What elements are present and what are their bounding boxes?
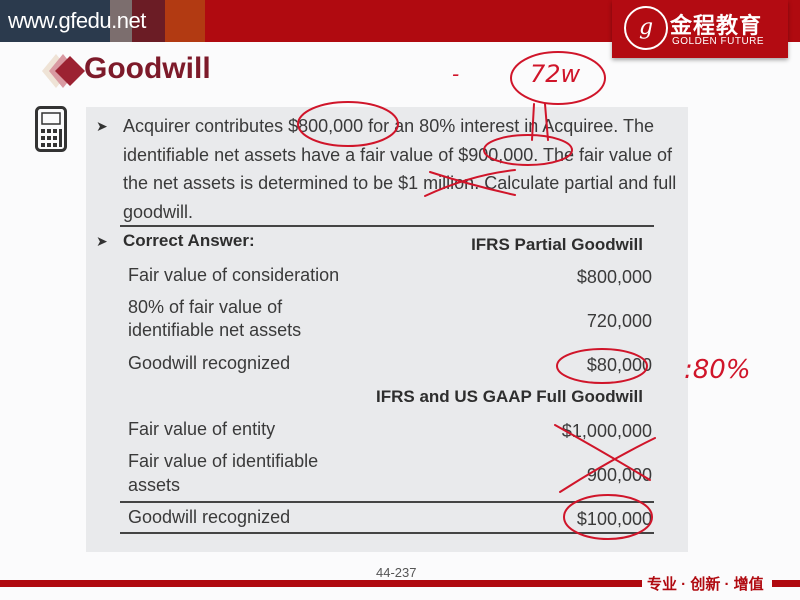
divider [120,532,654,534]
row-value: 720,000 [586,311,652,331]
footer-bar [0,580,642,587]
divider [120,225,654,227]
arrow-bullet-icon: ➤ [96,118,108,134]
row-label: Fair value of identifiable [128,451,319,471]
site-url[interactable]: www.gfedu.net [8,8,146,33]
row-label: Fair value of entity [128,419,276,439]
row-label: Goodwill recognized [128,353,291,373]
full-heading: IFRS and US GAAP Full Goodwill [376,387,643,406]
logo-seal-icon: g [624,6,668,50]
handwritten-note-top: 72w [530,60,581,88]
partial-heading: IFRS Partial Goodwill [471,235,643,254]
logo-cn: 金程教育 [670,13,763,38]
divider [120,501,654,503]
row-label: Goodwill recognized [128,507,291,527]
row-value: $100,000 [576,509,652,529]
row-label: Fair value of consideration [128,265,340,285]
row-label: assets [128,475,181,495]
handwritten-dash: - [452,62,460,86]
row-value: $80,000 [586,355,652,375]
arrow-bullet-icon: ➤ [96,233,108,249]
title-diamonds-icon [42,54,85,88]
row-label: 80% of fair value of [128,297,283,317]
logo-en: GOLDEN FUTURE [672,36,765,47]
row-value: 900,000 [586,465,652,485]
footer-bar [772,580,800,587]
question-line: goodwill. [123,202,194,222]
question-line: Acquirer contributes $800,000 for an 80%… [123,116,654,136]
content-box [86,107,688,552]
question-line: identifiable net assets have a fair valu… [123,145,673,165]
slide-title: Goodwill [84,52,211,85]
brand-logo: g 金程教育 GOLDEN FUTURE [612,0,788,58]
page-number: 44-237 [376,565,417,580]
row-label: identifiable net assets [128,320,302,340]
answer-label: Correct Answer: [123,231,255,250]
row-value: $1,000,000 [561,421,652,441]
row-value: $800,000 [576,267,652,287]
footer-slogan: 专业 · 创新 · 增值 [647,576,764,593]
calculator-icon [35,106,67,152]
handwritten-note-right: :80% [684,355,751,385]
question-line: the net assets is determined to be $1 mi… [123,173,677,193]
